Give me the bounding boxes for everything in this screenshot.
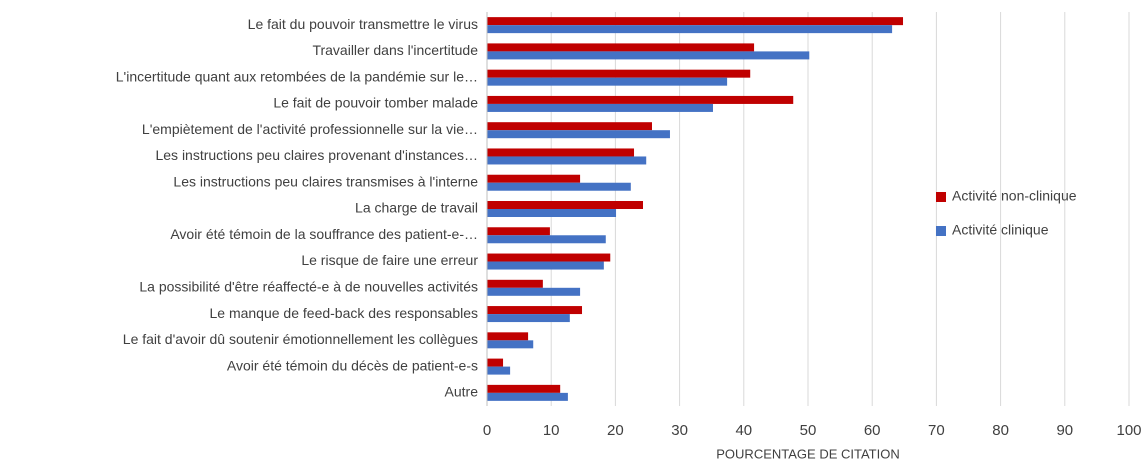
bar <box>487 174 581 183</box>
bar <box>487 17 904 26</box>
y-tick-label: La possibilité d'être réaffecté-e à de n… <box>139 279 478 295</box>
x-tick-label: 10 <box>543 422 560 439</box>
bar <box>487 130 670 139</box>
y-tick-label: Autre <box>445 384 479 400</box>
x-tick-label: 80 <box>992 422 1009 439</box>
bar <box>487 253 611 262</box>
bar <box>487 148 635 157</box>
x-tick-label: 30 <box>671 422 688 439</box>
y-tick-label: L'incertitude quant aux retombées de la … <box>116 68 478 84</box>
y-tick-label: Le fait de pouvoir tomber malade <box>273 95 478 111</box>
bar <box>487 314 570 323</box>
bar <box>487 95 794 104</box>
bar <box>487 340 534 349</box>
x-tick-label: 50 <box>800 422 817 439</box>
x-axis-title: POURCENTAGE DE CITATION <box>716 446 899 461</box>
bar <box>487 384 561 393</box>
y-tick-label: Travailler dans l'incertitude <box>312 42 478 58</box>
bar <box>487 182 631 191</box>
bar <box>487 122 652 131</box>
y-tick-label: L'empiètement de l'activité professionne… <box>142 121 478 137</box>
bar <box>487 227 550 236</box>
x-tick-label: 90 <box>1056 422 1073 439</box>
y-tick-label: Le risque de faire une erreur <box>301 252 478 268</box>
bar <box>487 279 543 288</box>
bar <box>487 209 617 217</box>
y-tick-label: Le fait du pouvoir transmettre le virus <box>248 16 478 32</box>
bar <box>487 366 511 375</box>
bar <box>487 69 751 78</box>
bar <box>487 25 893 34</box>
bar <box>487 358 504 367</box>
bar <box>487 103 713 112</box>
y-tick-label: Le fait d'avoir dû soutenir émotionnelle… <box>123 331 478 347</box>
bar <box>487 77 728 86</box>
legend-swatch <box>936 192 946 202</box>
y-tick-label: Les instructions peu claires transmises … <box>173 173 478 189</box>
x-tick-label: 40 <box>735 422 752 439</box>
y-tick-label: Avoir été témoin du décès de patient-e-s <box>227 357 478 373</box>
legend-swatch <box>936 226 946 236</box>
bar <box>487 43 755 52</box>
y-tick-label: Avoir été témoin de la souffrance des pa… <box>170 226 478 242</box>
bar <box>487 306 583 315</box>
bar <box>487 332 529 341</box>
bar <box>487 235 606 244</box>
legend-label: Activité clinique <box>952 222 1049 238</box>
x-tick-label: 100 <box>1116 422 1141 439</box>
bar <box>487 392 568 401</box>
x-tick-label: 70 <box>928 422 945 439</box>
bar <box>487 51 810 60</box>
bar <box>487 261 604 270</box>
legend-label: Activité non-clinique <box>952 188 1077 204</box>
y-tick-label: Les instructions peu claires provenant d… <box>155 147 478 163</box>
x-tick-label: 20 <box>607 422 624 439</box>
x-tick-label: 60 <box>864 422 881 439</box>
bar <box>487 201 644 209</box>
x-tick-label: 0 <box>483 422 491 439</box>
bar <box>487 287 581 296</box>
y-tick-label: La charge de travail <box>355 200 478 216</box>
y-tick-label: Le manque de feed-back des responsables <box>209 305 478 321</box>
bar <box>487 156 647 165</box>
